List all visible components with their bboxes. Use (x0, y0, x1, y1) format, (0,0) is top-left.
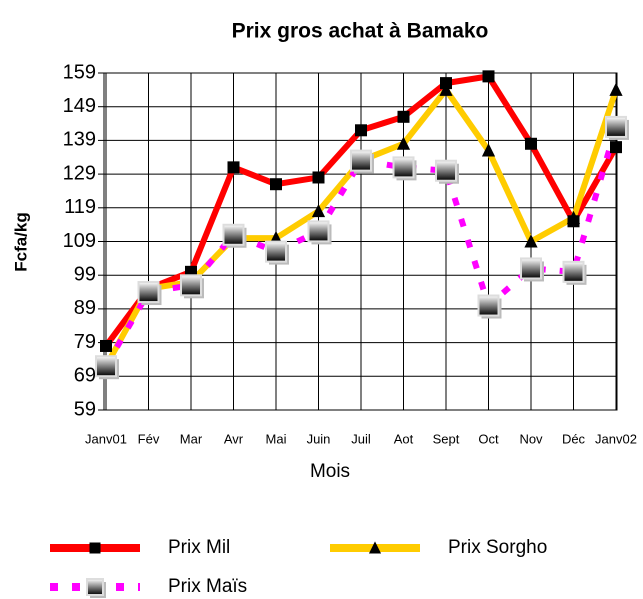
y-tick-label: 109 (63, 230, 96, 252)
x-tick-label: Janv02 (595, 431, 637, 446)
marker (566, 210, 581, 224)
y-tick-label: 149 (63, 95, 96, 117)
marker-body (180, 274, 202, 297)
marker (350, 149, 374, 174)
chart-title: Prix gros achat à Bamako (232, 20, 489, 43)
marker-body (86, 578, 104, 596)
y-tick-label: 59 (74, 398, 96, 420)
plot-border (103, 72, 618, 411)
marker (477, 294, 502, 319)
x-tick-label: Juil (351, 431, 371, 446)
marker-body (307, 220, 330, 243)
x-tick-label: Déc (562, 431, 586, 446)
y-tick-label: 69 (74, 365, 96, 387)
marker (137, 281, 162, 306)
marker (562, 260, 587, 285)
marker (435, 159, 459, 184)
marker (610, 141, 622, 154)
marker (609, 82, 623, 96)
marker (520, 257, 544, 282)
x-axis-label: Mois (310, 461, 350, 482)
marker (227, 161, 240, 174)
marker (180, 274, 204, 299)
marker (605, 115, 629, 140)
marker-body (222, 223, 245, 246)
y-tick-label: 159 (63, 61, 96, 83)
x-tick-label: Mai (266, 431, 287, 446)
y-tick-label: 139 (63, 129, 96, 151)
y-tick-label: 79 (74, 331, 96, 353)
marker-body (562, 260, 585, 283)
marker (524, 234, 538, 248)
marker (397, 110, 410, 123)
marker (482, 70, 495, 83)
legend-label: Prix Sorgho (448, 537, 547, 558)
marker (368, 541, 382, 554)
marker (95, 355, 119, 380)
x-tick-label: Janv01 (85, 431, 127, 446)
marker (265, 240, 289, 265)
marker-body (477, 294, 500, 317)
marker (312, 171, 325, 184)
marker-body (520, 257, 542, 280)
marker (439, 82, 453, 96)
marker (355, 124, 367, 137)
marker-body (265, 240, 287, 263)
x-tick-label: Oct (478, 431, 499, 446)
marker (270, 178, 282, 191)
marker (89, 542, 101, 554)
marker (396, 136, 411, 150)
y-tick-label: 119 (64, 196, 96, 218)
marker-body (95, 355, 117, 378)
x-tick-label: Aot (394, 431, 414, 446)
x-tick-label: Mar (180, 431, 203, 446)
marker (100, 339, 112, 352)
y-tick-label: 89 (74, 297, 96, 319)
marker-body (137, 281, 160, 304)
legend-label: Prix Mil (168, 537, 230, 558)
x-tick-label: Fév (138, 431, 160, 446)
marker-body (392, 156, 415, 179)
x-tick-label: Nov (519, 431, 543, 446)
x-tick-label: Sept (433, 431, 460, 446)
marker (525, 137, 537, 150)
y-tick-label: 99 (74, 263, 96, 285)
marker (307, 220, 332, 245)
x-tick-label: Juin (307, 431, 331, 446)
marker-body (605, 115, 627, 138)
marker (392, 156, 417, 181)
marker (86, 578, 106, 598)
marker (481, 143, 496, 157)
y-tick-label: 129 (63, 162, 96, 184)
x-tick-label: Avr (224, 431, 244, 446)
legend-label: Prix Maïs (168, 576, 247, 597)
marker (222, 223, 247, 248)
marker-body (435, 159, 457, 182)
marker-body (350, 149, 372, 172)
y-axis-label: Fcfa/kg (11, 212, 30, 272)
marker (311, 203, 326, 218)
